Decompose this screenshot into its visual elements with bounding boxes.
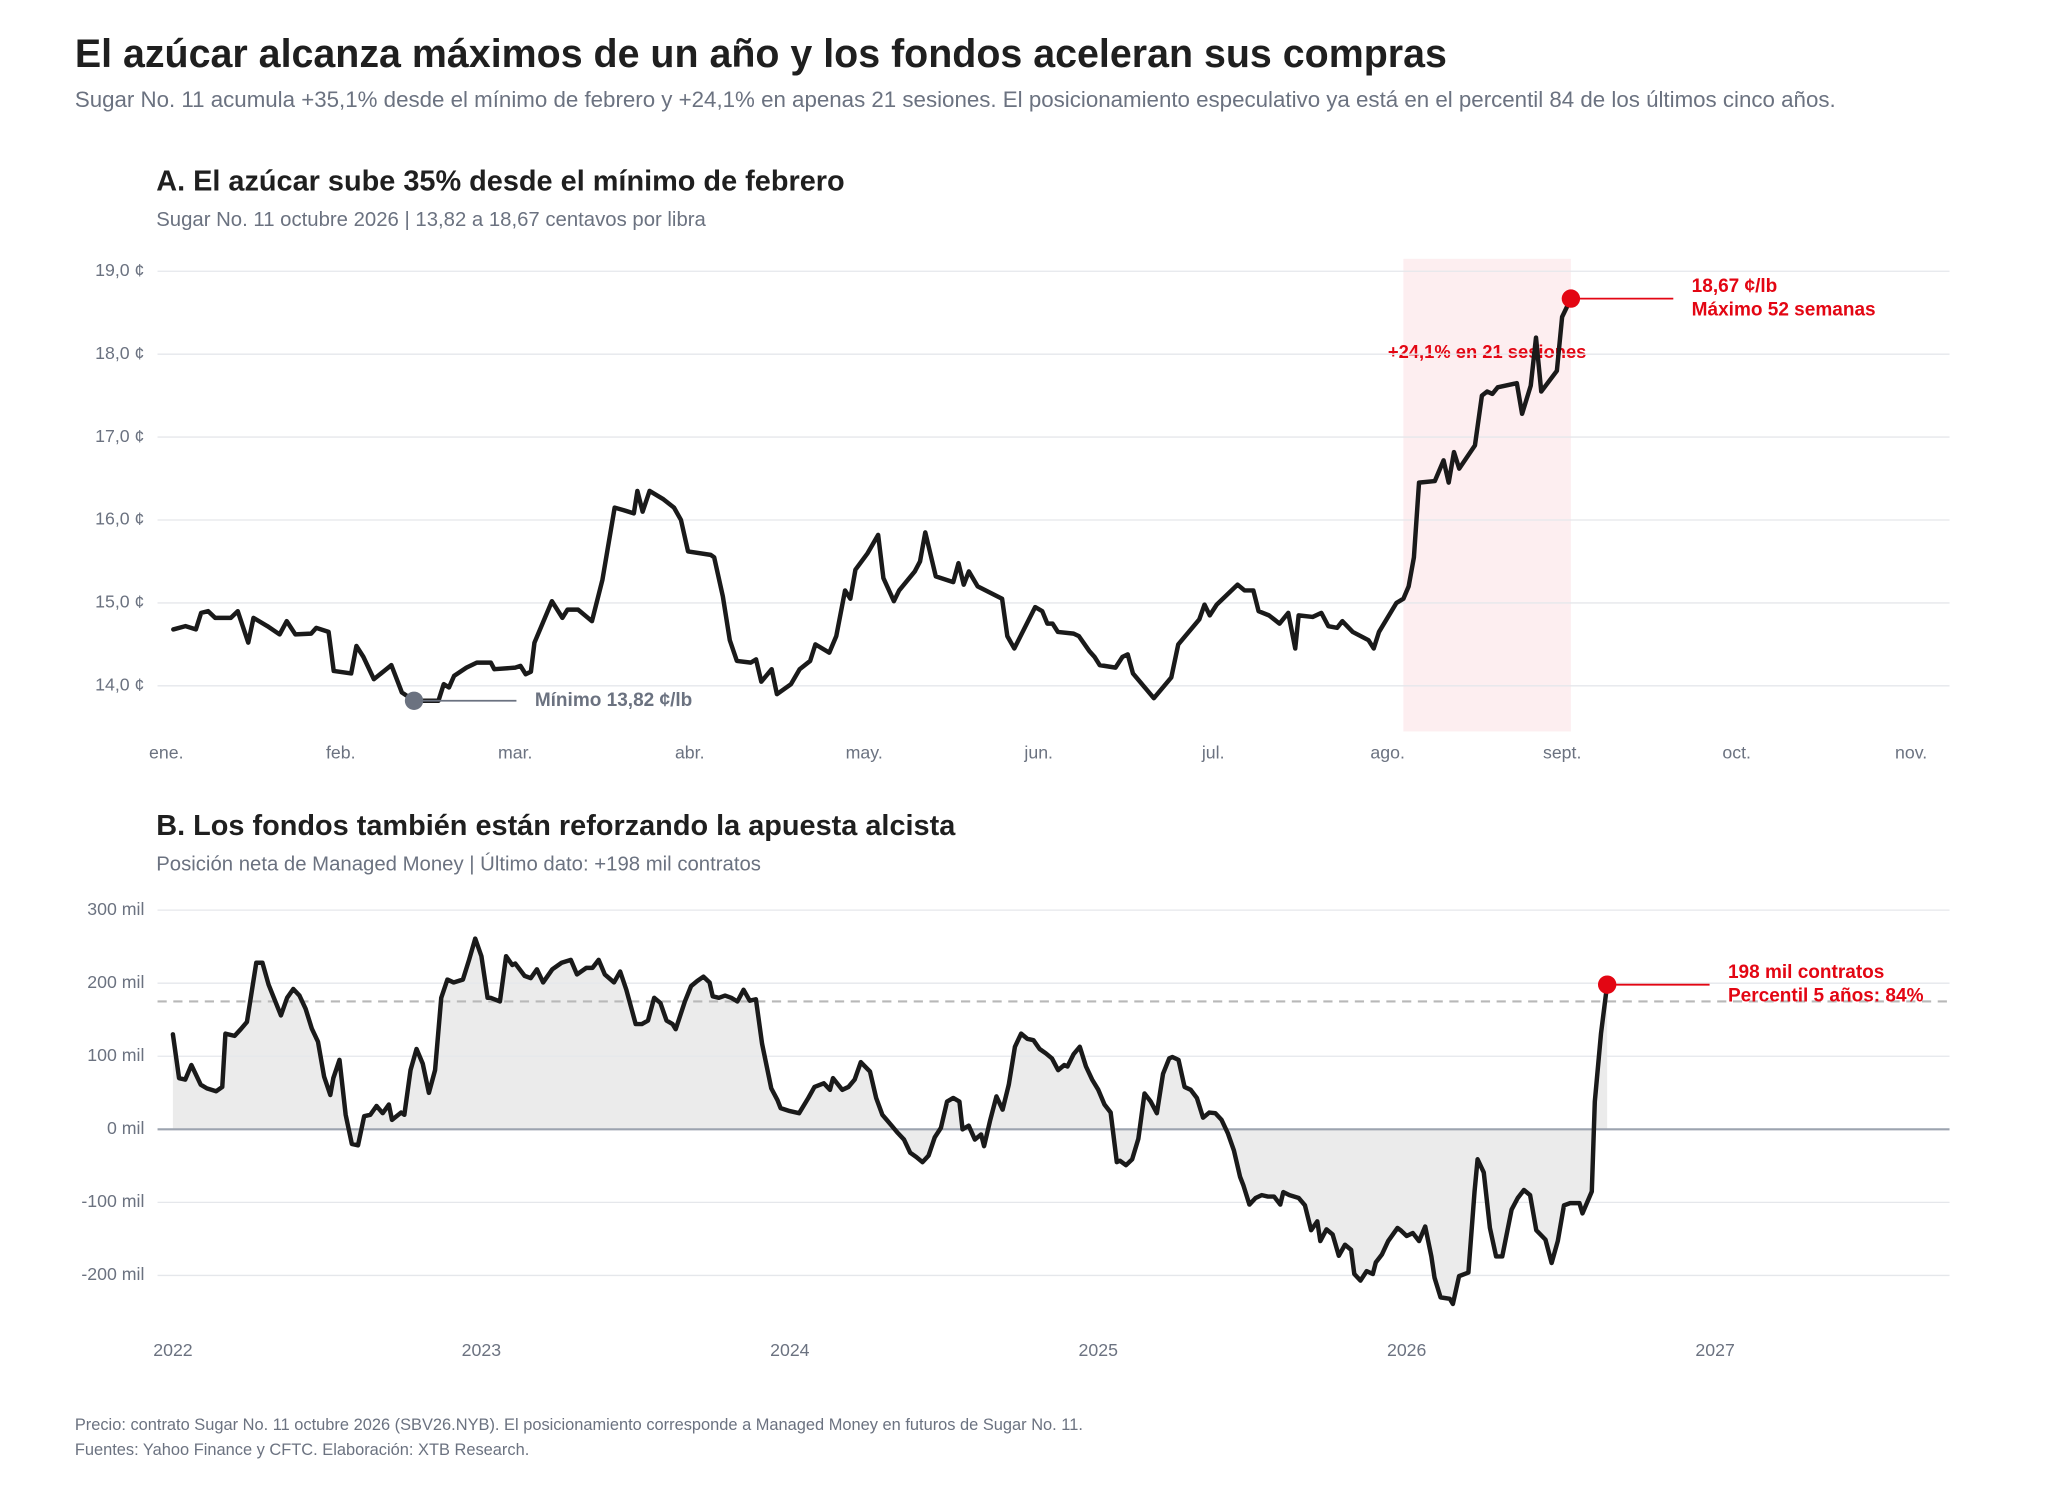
y-tick-label: 200 mil <box>87 972 144 992</box>
x-tick-label: 2026 <box>1387 1340 1427 1360</box>
x-tick-label: abr. <box>675 742 705 762</box>
x-tick-label: 2023 <box>462 1340 502 1360</box>
x-tick-label: 2024 <box>770 1340 810 1360</box>
annotation-marker <box>404 691 424 710</box>
y-tick-label: 16,0 ¢ <box>95 509 144 529</box>
annotation-marker <box>1561 289 1581 308</box>
page-subtitle: Sugar No. 11 acumula +35,1% desde el mín… <box>75 87 1836 112</box>
x-tick-label: nov. <box>1895 742 1927 762</box>
x-tick-label: 2027 <box>1695 1340 1734 1360</box>
y-tick-label: 19,0 ¢ <box>95 260 144 280</box>
y-tick-label: 300 mil <box>87 899 144 919</box>
y-tick-label: 18,0 ¢ <box>95 343 144 363</box>
area <box>172 938 1608 1304</box>
x-tick-label: jun. <box>1023 742 1053 762</box>
annotation-label: 198 mil contratos <box>1728 962 1884 983</box>
x-tick-label: mar. <box>498 742 532 762</box>
x-tick-label: 2022 <box>153 1340 192 1360</box>
x-tick-label: 2025 <box>1079 1340 1119 1360</box>
x-tick-label: oct. <box>1722 742 1751 762</box>
x-tick-label: sept. <box>1543 742 1581 762</box>
x-tick-label: feb. <box>326 742 356 762</box>
annotation-label: 18,67 ¢/lb <box>1692 276 1778 297</box>
annotation-label: Mínimo 13,82 ¢/lb <box>535 690 692 711</box>
page-title: El azúcar alcanza máximos de un año y lo… <box>75 32 1447 76</box>
annotation-marker <box>1597 975 1617 994</box>
y-tick-label: 14,0 ¢ <box>95 675 144 695</box>
x-tick-label: ago. <box>1370 742 1405 762</box>
y-tick-label: 100 mil <box>87 1045 144 1065</box>
panel-title: B. Los fondos también están reforzando l… <box>156 810 956 842</box>
annotation-label: Máximo 52 semanas <box>1692 299 1876 320</box>
x-tick-label: ene. <box>149 742 183 762</box>
x-tick-label: may. <box>846 742 883 762</box>
line <box>171 296 1574 703</box>
panel-title: A. El azúcar sube 35% desde el mínimo de… <box>156 165 844 197</box>
y-tick-label: -100 mil <box>81 1191 144 1211</box>
highlight-band <box>1403 258 1571 732</box>
y-tick-label: 17,0 ¢ <box>95 426 144 446</box>
annotation-label: Percentil 5 años: 84% <box>1728 986 1924 1007</box>
x-tick-label: jul. <box>1201 742 1225 762</box>
y-tick-label: 15,0 ¢ <box>95 592 144 612</box>
footnote: Fuentes: Yahoo Finance y CFTC. Elaboraci… <box>75 1441 529 1459</box>
y-tick-label: -200 mil <box>81 1264 144 1284</box>
line <box>170 936 1610 1307</box>
panel-subtitle: Posición neta de Managed Money | Último … <box>156 853 761 876</box>
footnote: Precio: contrato Sugar No. 11 octubre 20… <box>75 1416 1083 1434</box>
panel-subtitle: Sugar No. 11 octubre 2026 | 13,82 a 18,6… <box>156 209 706 231</box>
y-tick-label: 0 mil <box>107 1118 144 1138</box>
